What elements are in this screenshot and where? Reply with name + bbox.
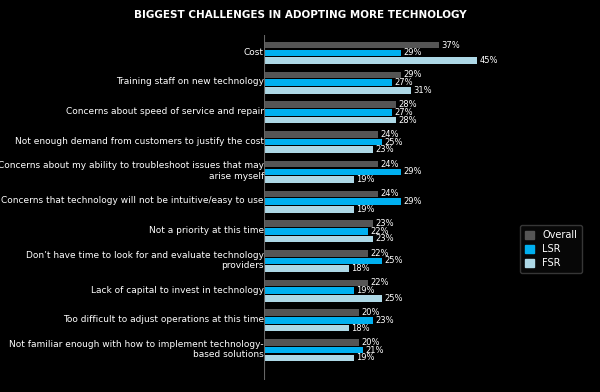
- Bar: [264, 131, 377, 138]
- Text: 20%: 20%: [361, 338, 379, 347]
- Text: Too difficult to adjust operations at this time: Too difficult to adjust operations at th…: [63, 316, 264, 324]
- Text: 18%: 18%: [352, 264, 370, 273]
- Bar: [264, 147, 373, 153]
- Bar: [264, 309, 359, 316]
- Text: Training staff on new technology: Training staff on new technology: [116, 78, 264, 87]
- Text: 19%: 19%: [356, 175, 375, 184]
- Text: 24%: 24%: [380, 189, 398, 198]
- Bar: [264, 347, 364, 354]
- Bar: [264, 191, 377, 197]
- Text: 23%: 23%: [375, 316, 394, 325]
- Text: 24%: 24%: [380, 130, 398, 139]
- Bar: [264, 109, 392, 116]
- Bar: [264, 339, 359, 346]
- Text: 28%: 28%: [399, 116, 418, 125]
- Bar: [264, 228, 368, 234]
- Bar: [264, 250, 368, 256]
- Bar: [264, 87, 410, 94]
- Text: 22%: 22%: [370, 278, 389, 287]
- Text: 24%: 24%: [380, 160, 398, 169]
- Text: 25%: 25%: [385, 138, 403, 147]
- Bar: [264, 49, 401, 56]
- Text: Concerns about my ability to troubleshoot issues that may
arise myself: Concerns about my ability to troubleshoo…: [0, 162, 264, 181]
- Text: 23%: 23%: [375, 234, 394, 243]
- Text: 22%: 22%: [370, 227, 389, 236]
- Bar: [264, 101, 397, 108]
- Bar: [264, 57, 477, 64]
- Bar: [264, 139, 382, 145]
- Text: 18%: 18%: [352, 324, 370, 333]
- Text: 22%: 22%: [370, 249, 389, 258]
- Bar: [264, 169, 401, 175]
- Text: 27%: 27%: [394, 78, 413, 87]
- Text: Don’t have time to look for and evaluate technology
providers: Don’t have time to look for and evaluate…: [26, 251, 264, 270]
- Bar: [264, 42, 439, 48]
- Bar: [264, 265, 349, 272]
- Bar: [264, 176, 354, 183]
- Bar: [264, 220, 373, 227]
- Text: 19%: 19%: [356, 286, 375, 295]
- Bar: [264, 280, 368, 286]
- Text: Concerns about speed of service and repair: Concerns about speed of service and repa…: [66, 107, 264, 116]
- Bar: [264, 287, 354, 294]
- Text: 37%: 37%: [442, 41, 460, 50]
- Text: 21%: 21%: [366, 346, 384, 355]
- Bar: [264, 258, 382, 264]
- Text: 29%: 29%: [404, 197, 422, 206]
- Text: Cost: Cost: [244, 48, 264, 57]
- Bar: [264, 117, 397, 123]
- Text: 29%: 29%: [404, 70, 422, 79]
- Bar: [264, 325, 349, 332]
- Text: 31%: 31%: [413, 86, 431, 95]
- Text: 25%: 25%: [385, 256, 403, 265]
- Text: Not enough demand from customers to justify the cost: Not enough demand from customers to just…: [15, 137, 264, 146]
- Text: 29%: 29%: [404, 48, 422, 57]
- Text: 20%: 20%: [361, 308, 379, 317]
- Text: Lack of capital to invest in technology: Lack of capital to invest in technology: [91, 286, 264, 295]
- Bar: [264, 72, 401, 78]
- Text: Not a priority at this time: Not a priority at this time: [149, 226, 264, 235]
- Text: 25%: 25%: [385, 294, 403, 303]
- Text: BIGGEST CHALLENGES IN ADOPTING MORE TECHNOLOGY: BIGGEST CHALLENGES IN ADOPTING MORE TECH…: [134, 10, 466, 20]
- Text: 28%: 28%: [399, 100, 418, 109]
- Text: 27%: 27%: [394, 108, 413, 117]
- Bar: [264, 317, 373, 324]
- Text: 29%: 29%: [404, 167, 422, 176]
- Bar: [264, 161, 377, 167]
- Bar: [264, 79, 392, 86]
- Bar: [264, 355, 354, 361]
- Bar: [264, 236, 373, 242]
- Text: Not familiar enough with how to implement technology-
based solutions: Not familiar enough with how to implemen…: [10, 340, 264, 359]
- Bar: [264, 198, 401, 205]
- Text: Concerns that technology will not be intuitive/easy to use: Concerns that technology will not be int…: [1, 196, 264, 205]
- Text: 45%: 45%: [479, 56, 498, 65]
- Bar: [264, 295, 382, 302]
- Legend: Overall, LSR, FSR: Overall, LSR, FSR: [520, 225, 582, 273]
- Text: 23%: 23%: [375, 145, 394, 154]
- Bar: [264, 206, 354, 212]
- Text: 19%: 19%: [356, 205, 375, 214]
- Text: 23%: 23%: [375, 219, 394, 228]
- Text: 19%: 19%: [356, 354, 375, 363]
